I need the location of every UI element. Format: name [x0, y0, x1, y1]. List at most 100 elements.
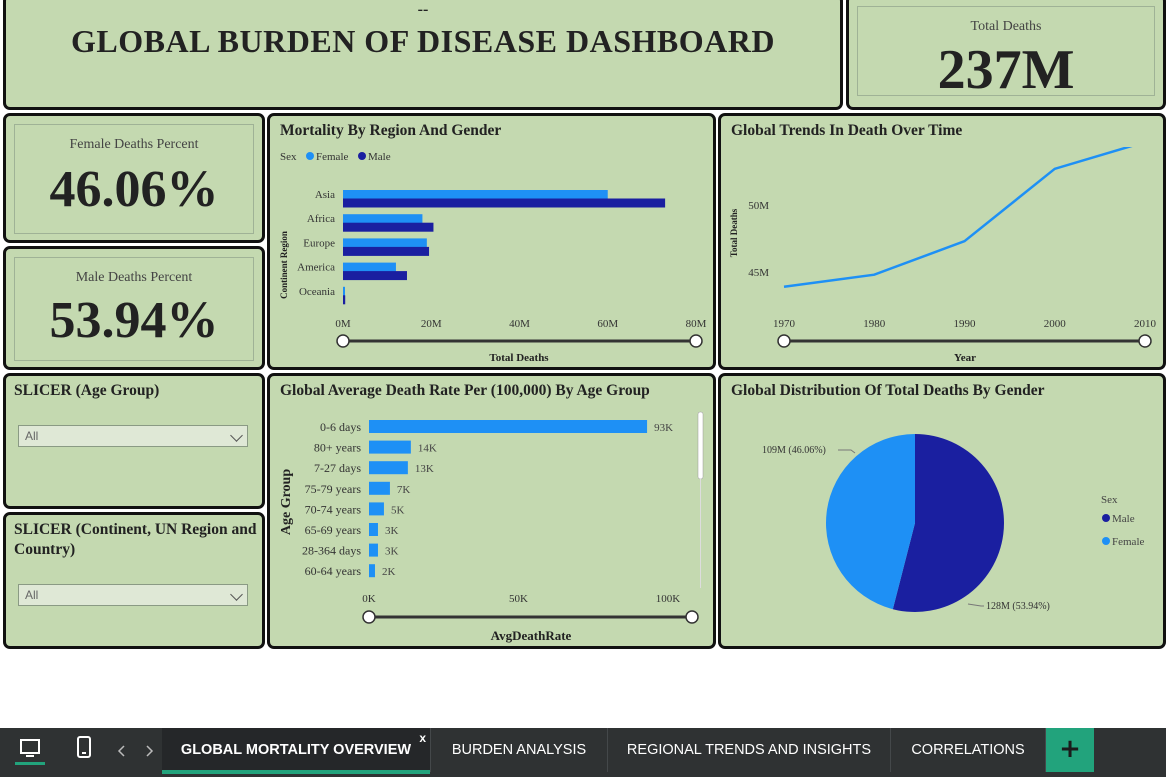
bar-female: [343, 262, 396, 272]
pie-slice-male: [892, 434, 1004, 612]
chart-title: Mortality By Region And Gender: [280, 122, 502, 139]
category-label: 7-27 days: [314, 461, 361, 475]
category-label: America: [297, 262, 335, 274]
bar: [369, 502, 384, 516]
bar-female: [343, 238, 427, 248]
bar-male: [343, 271, 407, 281]
data-label: 128M (53.94%): [986, 601, 1050, 612]
pie-slice-female: [826, 434, 915, 610]
x-axis-title: Total Deaths: [489, 352, 549, 364]
active-tab-indicator: [162, 770, 430, 774]
range-slider-handle[interactable]: [777, 334, 791, 348]
category-label: Oceania: [299, 286, 335, 298]
card-frame: [14, 257, 254, 361]
category-label: 70-74 years: [305, 502, 362, 516]
male-percent-value: 53.94%: [49, 292, 219, 349]
x-tick-label: 0M: [335, 318, 351, 330]
region-gender-chart: Sex Female Male Continent Region Asia Africa E…: [279, 151, 707, 364]
chart-title: Global Distribution Of Total Deaths By G…: [731, 382, 1045, 399]
legend-item: Female: [316, 151, 348, 163]
page-tab-bar: GLOBAL MORTALITY OVERVIEW x BURDEN ANALY…: [0, 728, 1166, 777]
tab-label: CORRELATIONS: [911, 742, 1025, 758]
bar: [369, 461, 408, 475]
legend-title: Sex: [1101, 494, 1118, 506]
trend-line: [783, 147, 1133, 288]
data-label: 3K: [385, 525, 399, 537]
x-tick-label: 2010: [1134, 318, 1157, 330]
y-axis-title: Age Group: [279, 469, 294, 535]
tab-label: REGIONAL TRENDS AND INSIGHTS: [626, 742, 872, 758]
trend-line-chart: 50M 45M Total Deaths 1970 1980 1990 2000 2010 Ye…: [729, 147, 1157, 364]
chart-title: Global Average Death Rate Per (100,000) …: [280, 382, 650, 399]
age-rate-chart-tile: Global Average Death Rate Per (100,000) …: [267, 373, 716, 649]
range-slider-handle[interactable]: [689, 334, 703, 348]
tab-regional-trends[interactable]: REGIONAL TRENDS AND INSIGHTS: [608, 728, 891, 772]
y-tick-label: 50M: [748, 200, 769, 212]
legend-marker: [306, 152, 314, 160]
data-label: 7K: [397, 484, 411, 496]
x-tick-label: 50K: [509, 593, 528, 605]
add-page-button[interactable]: +: [1046, 728, 1094, 772]
male-percent-card: Male Deaths Percent 53.94%: [3, 246, 265, 370]
total-deaths-card: Total Deaths 237M: [846, 0, 1166, 110]
category-label: 65-69 years: [305, 523, 362, 537]
gender-pie-chart: 128M (53.94%) 109M (46.06%) Sex Male Female: [762, 434, 1144, 612]
region-slicer: SLICER (Continent, UN Region and Country…: [3, 512, 265, 649]
trend-chart-tile: Global Trends In Death Over Time 50M 45M T…: [718, 113, 1166, 370]
range-slider-handle[interactable]: [1138, 334, 1152, 348]
category-label: Europe: [303, 237, 335, 249]
region-dropdown[interactable]: All: [18, 584, 248, 606]
chevron-down-icon: [230, 588, 243, 601]
tab-correlations[interactable]: CORRELATIONS: [891, 728, 1046, 772]
bar-male: [343, 198, 666, 208]
category-label: 60-64 years: [305, 564, 362, 578]
phone-icon[interactable]: [74, 736, 94, 762]
bar: [369, 523, 378, 536]
range-slider-handle[interactable]: [336, 334, 350, 348]
male-percent-label: Male Deaths Percent: [75, 270, 193, 285]
age-group-dropdown[interactable]: All: [18, 425, 248, 447]
category-label: 28-364 days: [302, 544, 361, 558]
female-percent-value: 46.06%: [49, 161, 219, 218]
range-slider-handle[interactable]: [362, 610, 376, 624]
x-tick-label: 1990: [954, 318, 977, 330]
bar: [369, 440, 411, 454]
female-percent-label: Female Deaths Percent: [69, 137, 199, 152]
close-icon[interactable]: x: [419, 731, 426, 745]
bar-female: [343, 286, 345, 296]
bar-male: [343, 295, 346, 305]
card-frame: [14, 124, 254, 234]
x-tick-label: 1970: [773, 318, 796, 330]
legend-marker: [358, 152, 366, 160]
tab-burden-analysis[interactable]: BURDEN ANALYSIS: [431, 728, 608, 772]
scrollbar-thumb: [697, 411, 704, 480]
data-label: 2K: [382, 566, 396, 578]
x-tick-label: 80M: [686, 318, 707, 330]
bar-female: [343, 190, 608, 199]
prev-arrow-icon[interactable]: [116, 743, 128, 757]
total-deaths-value: 237M: [937, 39, 1075, 101]
dropdown-value: All: [25, 588, 39, 602]
female-percent-card: Female Deaths Percent 46.06%: [3, 113, 265, 243]
bar-male: [343, 222, 434, 232]
region-gender-chart-tile: Mortality By Region And Gender Sex Female…: [267, 113, 716, 370]
data-label: 3K: [385, 546, 399, 558]
slicer-title: SLICER (Age Group): [14, 382, 160, 399]
card-frame: [857, 6, 1155, 96]
gender-pie-chart-tile: Global Distribution Of Total Deaths By G…: [718, 373, 1166, 649]
category-label: 0-6 days: [320, 420, 361, 434]
tab-global-mortality-overview[interactable]: GLOBAL MORTALITY OVERVIEW x: [162, 728, 431, 774]
data-label: 14K: [418, 443, 437, 455]
x-tick-label: 60M: [597, 318, 618, 330]
range-slider-handle[interactable]: [685, 610, 699, 624]
bar: [369, 481, 390, 495]
next-arrow-icon[interactable]: [143, 743, 155, 757]
x-tick-label: 0K: [362, 593, 376, 605]
x-axis-title: Year: [954, 352, 976, 364]
desktop-icon[interactable]: [14, 736, 46, 766]
bar-male: [343, 246, 430, 256]
y-tick-label: 45M: [748, 267, 769, 279]
dropdown-value: All: [25, 429, 39, 443]
category-label: Africa: [307, 213, 335, 225]
x-tick-label: 2000: [1044, 318, 1067, 330]
